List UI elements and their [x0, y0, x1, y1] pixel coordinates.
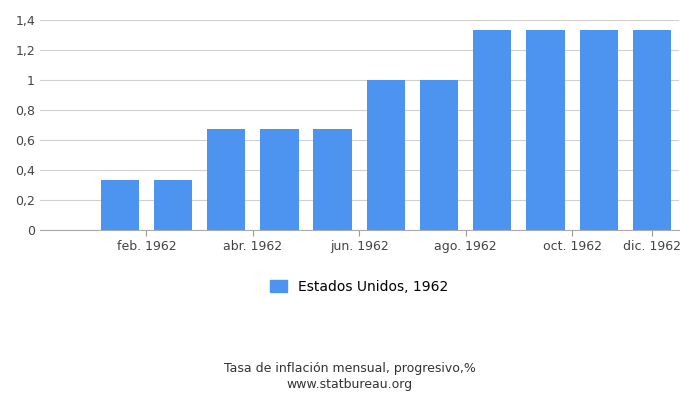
Legend: Estados Unidos, 1962: Estados Unidos, 1962 [265, 274, 454, 299]
Bar [367, 80, 405, 230]
Bar [420, 80, 459, 230]
Text: www.statbureau.org: www.statbureau.org [287, 378, 413, 391]
Bar [473, 30, 512, 230]
Bar [154, 180, 192, 230]
Bar [580, 30, 618, 230]
Bar [314, 129, 352, 230]
Bar [207, 129, 245, 230]
Bar [526, 30, 565, 230]
Bar [101, 180, 139, 230]
Text: Tasa de inflación mensual, progresivo,%: Tasa de inflación mensual, progresivo,% [224, 362, 476, 375]
Bar [633, 30, 671, 230]
Bar [260, 129, 299, 230]
